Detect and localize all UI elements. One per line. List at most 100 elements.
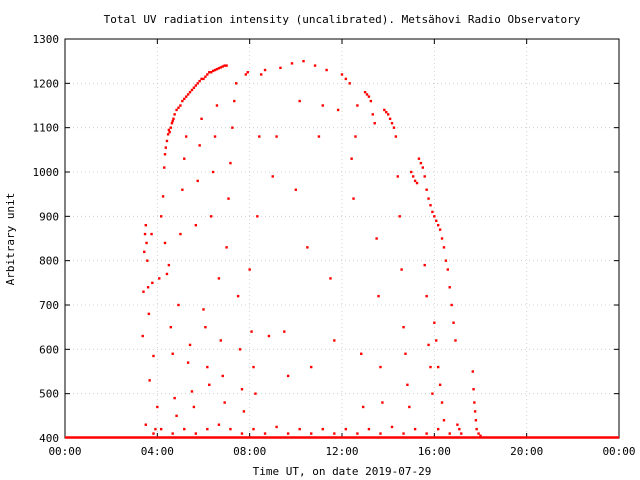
data-point bbox=[177, 303, 180, 307]
data-point bbox=[154, 427, 157, 431]
data-point bbox=[367, 95, 371, 98]
data-point bbox=[225, 246, 228, 249]
data-point bbox=[215, 67, 219, 71]
data-point bbox=[411, 175, 415, 178]
x-tick-labels: 00:00 04:00 08:00 12:00 16:00 20:00 00:00 bbox=[48, 445, 635, 458]
data-point bbox=[474, 419, 478, 422]
data-point bbox=[204, 325, 207, 329]
data-point bbox=[275, 425, 278, 429]
data-point bbox=[183, 427, 186, 431]
data-point bbox=[415, 181, 419, 185]
data-point bbox=[217, 277, 221, 280]
data-point bbox=[408, 405, 411, 409]
data-point bbox=[475, 427, 478, 431]
data-point bbox=[227, 197, 230, 200]
data-point bbox=[333, 339, 336, 342]
y-tick-label: 800 bbox=[39, 255, 59, 268]
data-point bbox=[429, 204, 432, 207]
data-point bbox=[390, 122, 394, 125]
data-point bbox=[215, 104, 219, 107]
data-point bbox=[402, 325, 405, 329]
x-tick-label: 16:00 bbox=[418, 445, 451, 458]
data-point bbox=[196, 179, 199, 183]
data-point bbox=[211, 170, 215, 174]
data-point bbox=[333, 432, 336, 435]
data-point bbox=[267, 334, 271, 338]
chart-title: Total UV radiation intensity (uncalibrat… bbox=[104, 13, 581, 26]
y-tick-label: 1100 bbox=[33, 122, 60, 135]
data-point bbox=[163, 166, 166, 169]
data-point bbox=[444, 259, 448, 262]
data-point bbox=[410, 170, 413, 174]
data-point bbox=[396, 175, 399, 178]
data-point bbox=[238, 348, 242, 351]
data-point bbox=[294, 188, 298, 191]
data-point bbox=[423, 175, 426, 178]
data-point bbox=[152, 354, 155, 358]
data-point bbox=[433, 321, 436, 324]
data-point bbox=[373, 122, 376, 125]
data-point bbox=[363, 91, 367, 94]
data-point bbox=[169, 325, 172, 329]
data-point bbox=[194, 432, 198, 435]
data-point bbox=[413, 427, 417, 431]
data-point bbox=[442, 419, 446, 422]
y-tick-label: 1200 bbox=[33, 77, 60, 90]
data-point bbox=[377, 294, 380, 298]
x-tick-label: 00:00 bbox=[48, 445, 81, 458]
y-tick-label: 1300 bbox=[33, 33, 60, 46]
data-point bbox=[217, 423, 221, 426]
data-point bbox=[442, 246, 446, 249]
data-point bbox=[192, 405, 196, 409]
data-point bbox=[236, 294, 240, 298]
data-point bbox=[286, 432, 290, 435]
data-point bbox=[325, 68, 328, 72]
data-point bbox=[206, 73, 209, 76]
data-point bbox=[250, 330, 253, 333]
data-point bbox=[383, 108, 386, 112]
y-tick-label: 900 bbox=[39, 210, 59, 223]
data-point bbox=[183, 97, 186, 101]
data-point bbox=[175, 414, 178, 418]
data-point bbox=[471, 370, 475, 373]
data-point bbox=[446, 268, 449, 271]
data-point bbox=[229, 161, 232, 165]
y-tick-label: 400 bbox=[39, 432, 59, 445]
y-tick-label: 700 bbox=[39, 299, 59, 312]
data-point bbox=[421, 166, 424, 169]
data-point bbox=[402, 432, 405, 435]
data-point bbox=[244, 73, 248, 76]
data-point bbox=[458, 427, 461, 431]
data-point bbox=[435, 219, 438, 222]
data-point bbox=[173, 113, 176, 116]
data-point bbox=[159, 427, 163, 431]
data-point bbox=[252, 427, 255, 431]
data-point bbox=[423, 263, 426, 267]
data-point bbox=[141, 334, 144, 338]
data-point bbox=[436, 224, 440, 227]
data-point bbox=[184, 95, 188, 98]
data-point bbox=[479, 434, 482, 437]
data-point bbox=[283, 330, 286, 333]
data-point bbox=[144, 423, 147, 426]
data-point bbox=[385, 110, 388, 114]
data-point bbox=[472, 388, 475, 391]
y-tick-label: 1000 bbox=[33, 166, 60, 179]
data-point bbox=[179, 232, 182, 236]
data-point bbox=[425, 188, 428, 191]
data-point bbox=[204, 75, 207, 78]
data-point bbox=[361, 405, 365, 409]
data-point bbox=[217, 67, 221, 70]
data-point bbox=[260, 73, 263, 76]
data-point bbox=[448, 432, 451, 435]
data-point bbox=[235, 82, 238, 85]
data-point bbox=[144, 224, 147, 227]
x-tick-label: 12:00 bbox=[325, 445, 358, 458]
data-point bbox=[290, 62, 294, 65]
data-point bbox=[173, 396, 176, 400]
grid-lines bbox=[65, 39, 619, 438]
data-point bbox=[165, 139, 169, 143]
data-point bbox=[350, 157, 353, 160]
data-point bbox=[161, 195, 165, 198]
data-point bbox=[381, 401, 384, 404]
